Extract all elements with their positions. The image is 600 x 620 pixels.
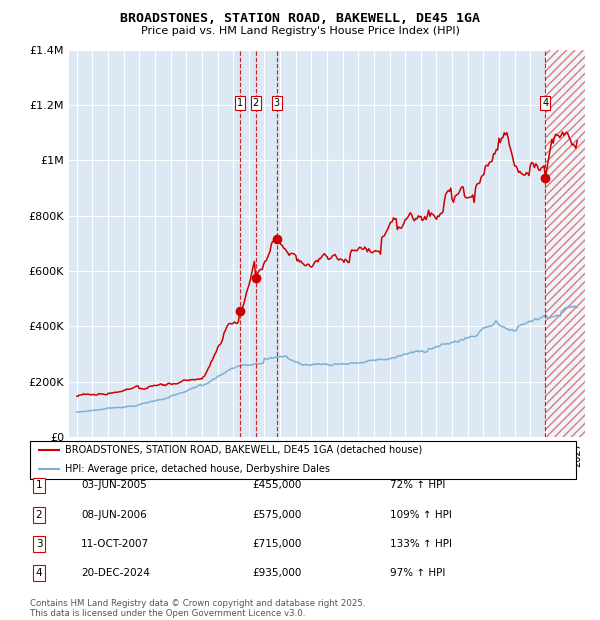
Text: £935,000: £935,000 [252, 568, 301, 578]
Bar [545, 50, 600, 437]
Text: 2: 2 [35, 510, 43, 520]
Text: 3: 3 [274, 98, 280, 108]
Bar [545, 50, 600, 437]
Text: £455,000: £455,000 [252, 480, 301, 490]
Text: 133% ↑ HPI: 133% ↑ HPI [390, 539, 452, 549]
Text: HPI: Average price, detached house, Derbyshire Dales: HPI: Average price, detached house, Derb… [65, 464, 331, 474]
Text: 20-DEC-2024: 20-DEC-2024 [81, 568, 150, 578]
Text: Contains HM Land Registry data © Crown copyright and database right 2025.
This d: Contains HM Land Registry data © Crown c… [30, 599, 365, 618]
Text: 11-OCT-2007: 11-OCT-2007 [81, 539, 149, 549]
FancyBboxPatch shape [30, 441, 576, 479]
Text: 2: 2 [253, 98, 259, 108]
Text: 03-JUN-2005: 03-JUN-2005 [81, 480, 147, 490]
Text: 08-JUN-2006: 08-JUN-2006 [81, 510, 147, 520]
Text: 4: 4 [35, 568, 43, 578]
Text: Price paid vs. HM Land Registry's House Price Index (HPI): Price paid vs. HM Land Registry's House … [140, 26, 460, 36]
Text: BROADSTONES, STATION ROAD, BAKEWELL, DE45 1GA (detached house): BROADSTONES, STATION ROAD, BAKEWELL, DE4… [65, 445, 423, 454]
Text: 97% ↑ HPI: 97% ↑ HPI [390, 568, 445, 578]
Text: £575,000: £575,000 [252, 510, 301, 520]
Text: £715,000: £715,000 [252, 539, 301, 549]
Text: 1: 1 [236, 98, 243, 108]
Text: 72% ↑ HPI: 72% ↑ HPI [390, 480, 445, 490]
Text: 1: 1 [35, 480, 43, 490]
Text: BROADSTONES, STATION ROAD, BAKEWELL, DE45 1GA: BROADSTONES, STATION ROAD, BAKEWELL, DE4… [120, 12, 480, 25]
Text: 4: 4 [542, 98, 548, 108]
Text: 3: 3 [35, 539, 43, 549]
Text: 109% ↑ HPI: 109% ↑ HPI [390, 510, 452, 520]
